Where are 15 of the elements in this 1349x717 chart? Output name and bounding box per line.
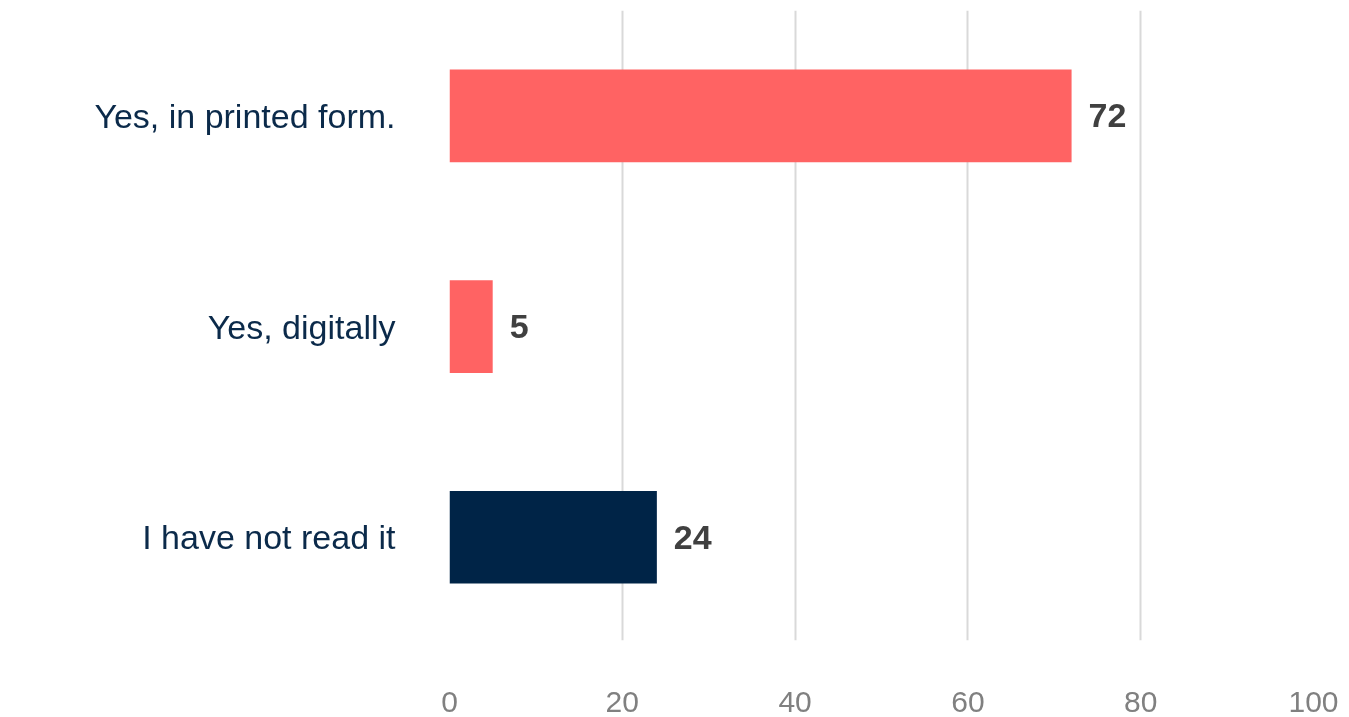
data-label: 5	[509, 307, 529, 346]
y-tick-label: I have not read it	[142, 518, 397, 557]
x-tick-label: 20	[605, 684, 639, 717]
bar	[449, 69, 1072, 163]
x-tick-label: 60	[951, 684, 985, 717]
bar	[449, 280, 493, 373]
y-tick-label: Yes, digitally	[207, 307, 396, 346]
bar	[449, 490, 657, 584]
x-tick-label: 40	[778, 684, 812, 717]
y-tick-label: Yes, in printed form.	[94, 96, 396, 135]
x-tick-label: 80	[1124, 684, 1158, 717]
x-tick-label: 100	[1288, 684, 1339, 717]
data-label: 24	[673, 517, 712, 556]
x-tick-label: 0	[441, 684, 458, 717]
data-label: 72	[1088, 96, 1127, 135]
